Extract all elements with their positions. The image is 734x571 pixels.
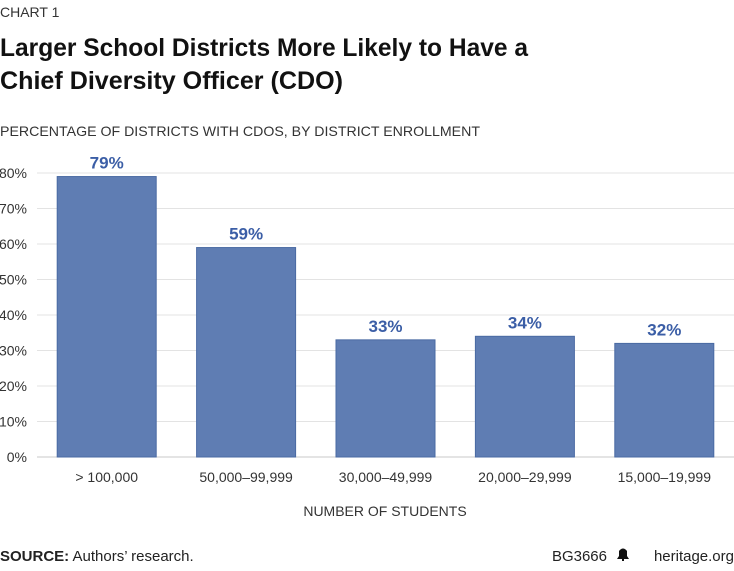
y-tick-label: 0% [7,449,27,465]
data-label: 32% [647,320,681,339]
y-tick-label: 80% [0,165,27,181]
y-tick-label: 50% [0,272,27,288]
x-axis-label: NUMBER OF STUDENTS [303,503,466,519]
source-label: SOURCE: [0,548,69,565]
y-tick-label: 60% [0,236,27,252]
liberty-bell-icon [617,548,629,561]
heritage-link[interactable]: heritage.org [654,548,734,565]
data-label: 33% [368,317,402,336]
y-axis: 0% 10% 20% 30% 40% 50% 60% 70% 80% [0,165,27,465]
chart-kicker: CHART 1 [0,4,60,20]
x-tick-label: 15,000–19,999 [618,469,712,485]
y-tick-label: 40% [0,307,27,323]
data-label: 79% [90,154,124,173]
chart-title-line-2: Chief Diversity Officer (CDO) [0,67,343,95]
svg-text:heritage.org: heritage.org [654,548,734,565]
bar [614,342,715,458]
y-tick-label: 10% [0,414,27,430]
y-tick-label: 70% [0,201,27,217]
x-tick-label: > 100,000 [75,469,138,485]
x-tick-label: 20,000–29,999 [478,469,572,485]
y-tick-label: 20% [0,378,27,394]
bar [56,176,157,458]
x-tick-label: 30,000–49,999 [339,469,433,485]
y-tick-label: 30% [0,343,27,359]
chart-title-line-1: Larger School Districts More Likely to H… [0,34,529,62]
chart-subtitle: PERCENTAGE OF DISTRICTS WITH CDOS, BY DI… [0,123,480,139]
bars: 79% 59% 33% 34% 32% [56,154,715,458]
bar [196,247,297,458]
x-axis: > 100,000 50,000–99,999 30,000–49,999 20,00… [75,469,711,485]
source-note: SOURCE: Authors’ research. [0,548,194,565]
bar [335,339,436,458]
data-label: 59% [229,225,263,244]
source-text: Authors’ research. [69,548,194,565]
data-label: 34% [508,313,542,332]
report-id: BG3666 [552,548,607,565]
bar [474,335,575,458]
x-tick-label: 50,000–99,999 [199,469,293,485]
